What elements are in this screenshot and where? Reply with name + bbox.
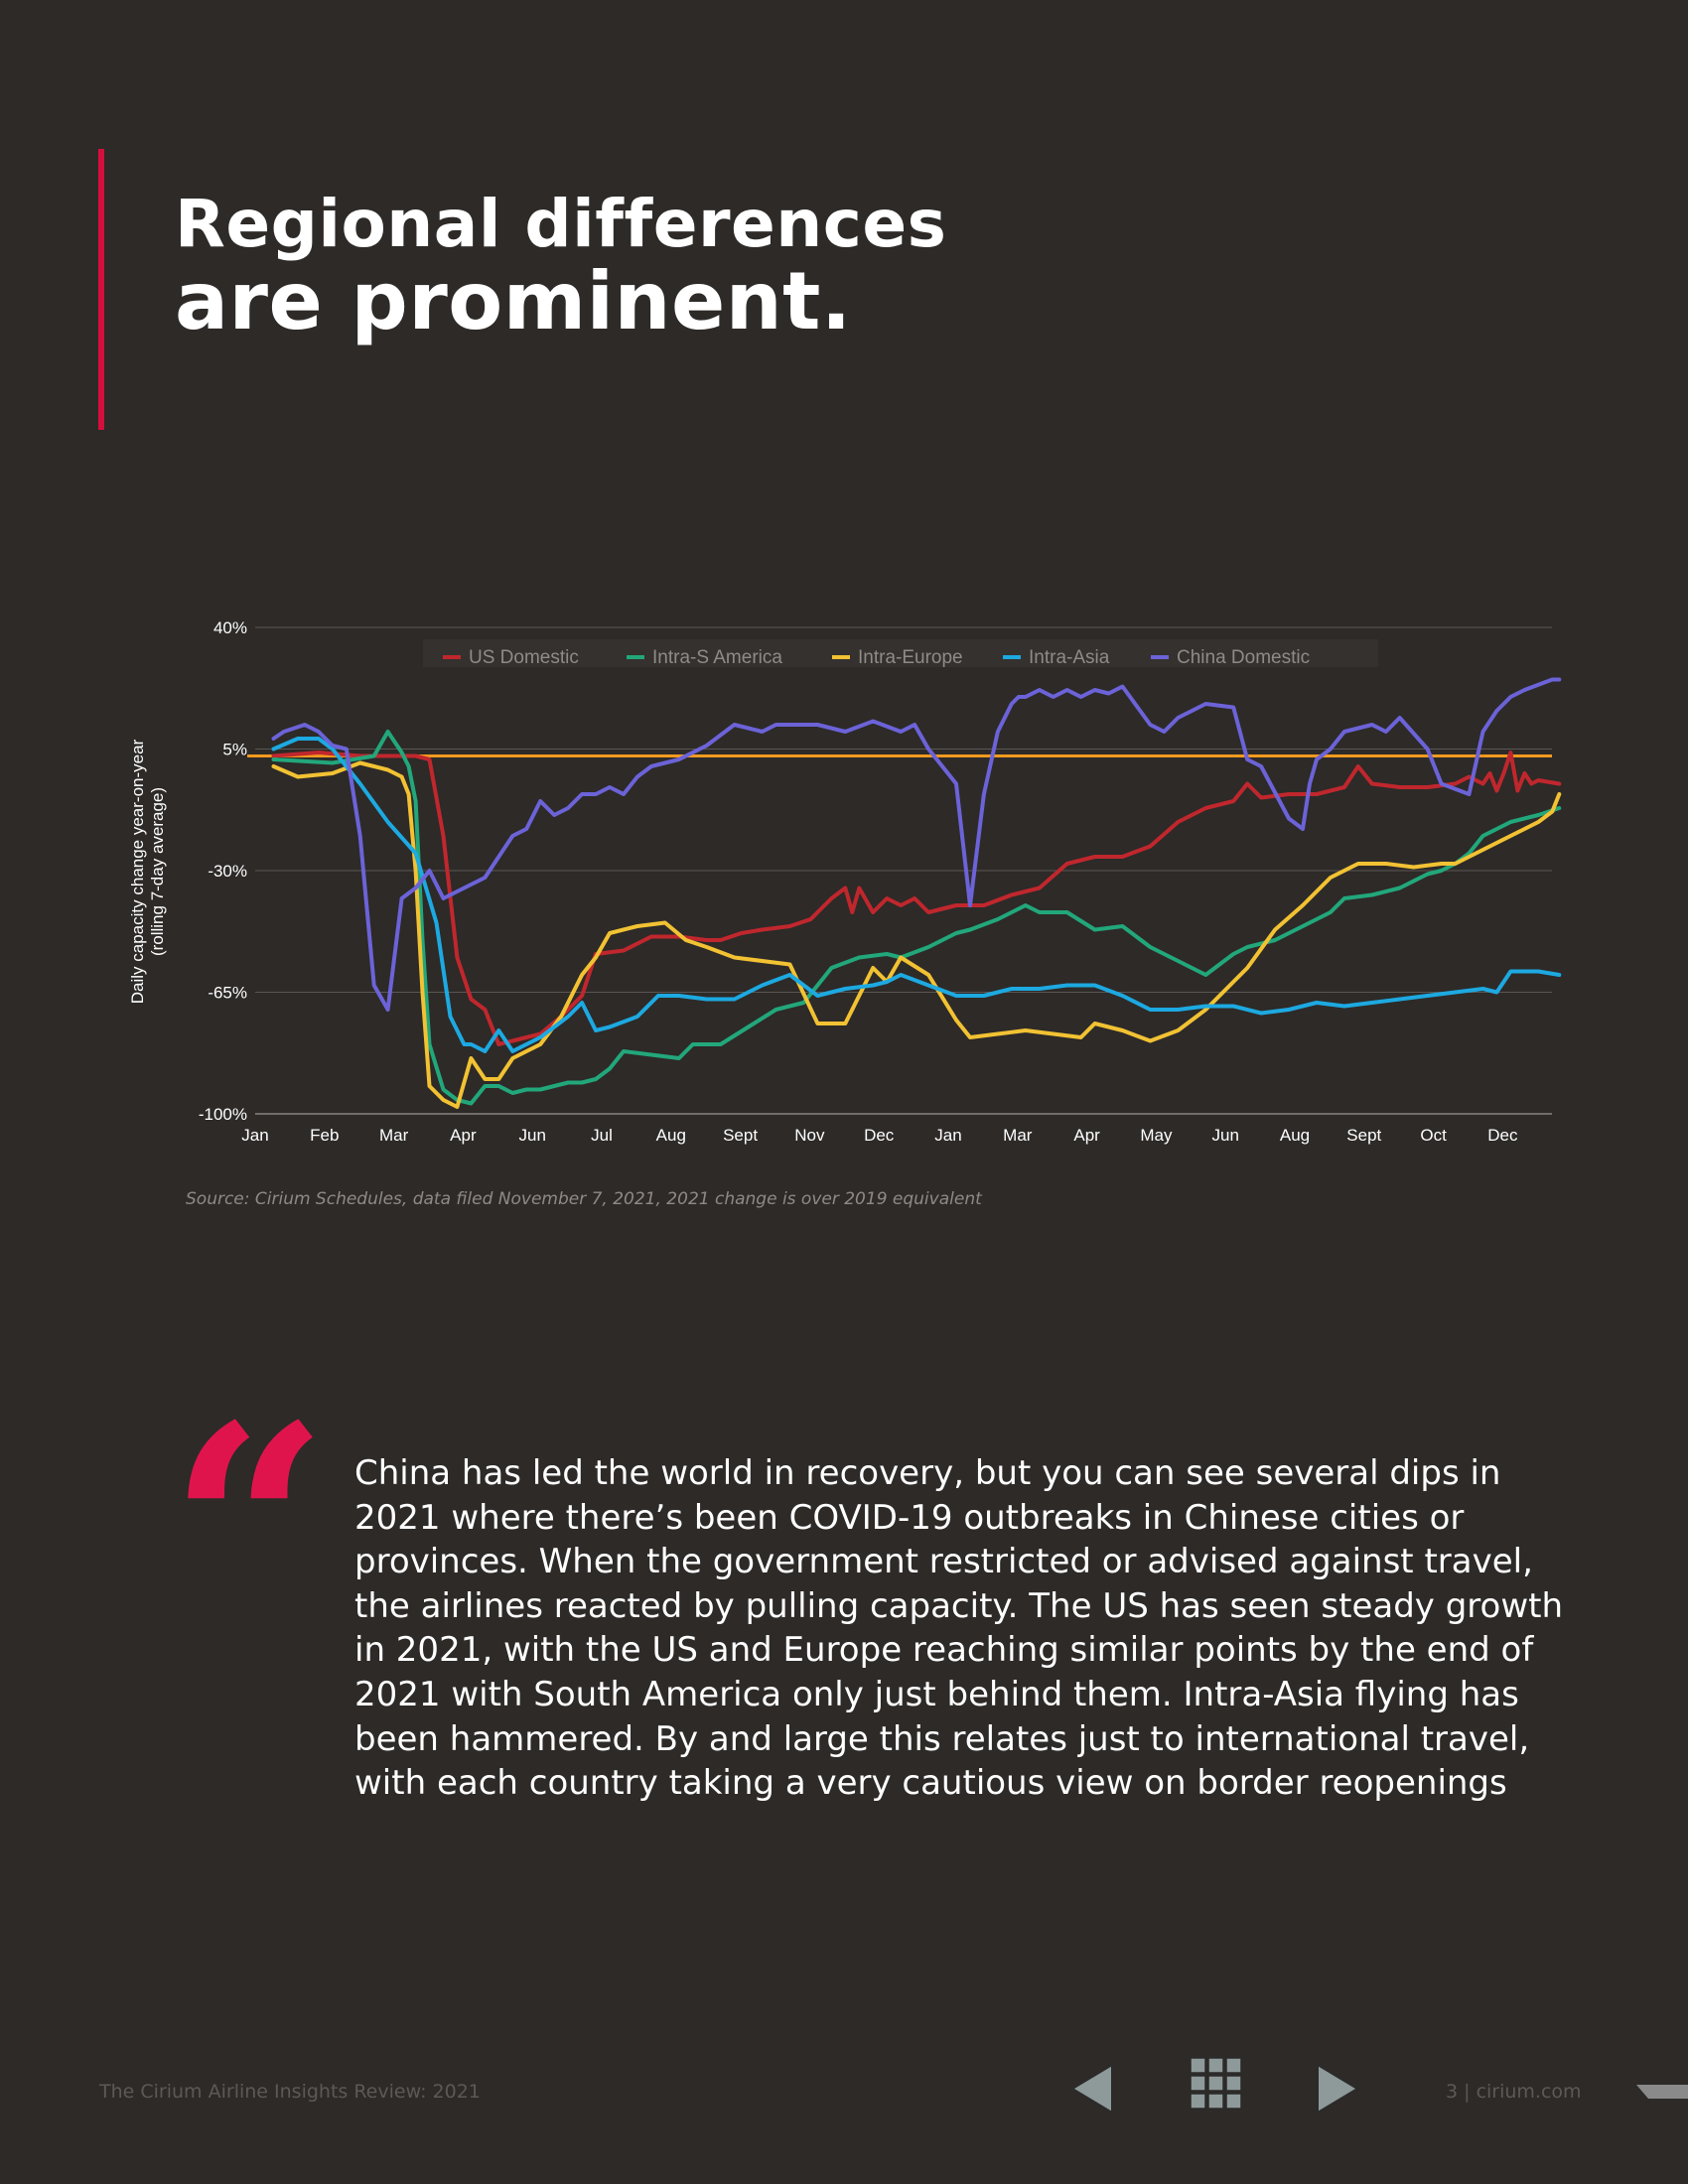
x-tick-label: Sept bbox=[1346, 1126, 1381, 1145]
legend-label: Intra-Asia bbox=[1029, 647, 1110, 668]
page-number: 3 | cirium.com bbox=[1446, 2081, 1582, 2103]
grid-icon[interactable] bbox=[1190, 2057, 1243, 2111]
y-tick-label: -65% bbox=[208, 984, 247, 1003]
x-tick-label: Oct bbox=[1420, 1126, 1447, 1145]
x-tick-label: May bbox=[1140, 1126, 1173, 1145]
x-tick-label: Aug bbox=[656, 1126, 686, 1145]
legend-label: China Domestic bbox=[1177, 647, 1310, 668]
x-tick-label: Jan bbox=[241, 1126, 268, 1145]
y-tick-label: -100% bbox=[199, 1105, 247, 1124]
page-title-line1: Regional differences bbox=[175, 186, 947, 262]
x-tick-label: Dec bbox=[1487, 1126, 1518, 1145]
triangle-right-icon[interactable] bbox=[1316, 2063, 1359, 2115]
x-tick-label: Jun bbox=[1211, 1126, 1238, 1145]
chart-axes: 40% 5% -30% -65% -100% Jan Feb Mar Apr Jun Jul Aug S… bbox=[199, 618, 1552, 1145]
capacity-line-chart: 40% 5% -30% -65% -100% Jan Feb Mar Apr Jun Jul Aug S… bbox=[128, 618, 1562, 1145]
x-tick-label: Mar bbox=[379, 1126, 409, 1145]
y-tick-label: 5% bbox=[222, 741, 247, 759]
x-tick-label: Jul bbox=[591, 1126, 613, 1145]
series-line-us-domestic bbox=[271, 751, 1562, 1046]
series-line-intra-europe bbox=[271, 760, 1562, 1109]
chart-gridlines bbox=[255, 626, 1552, 1115]
legend-label: US Domestic bbox=[469, 647, 579, 668]
title-accent-bar bbox=[98, 149, 104, 430]
quote-text: China has led the world in recovery, but… bbox=[354, 1453, 1564, 1804]
page-title: Regional differences are prominent. bbox=[175, 189, 946, 345]
legend-background bbox=[423, 639, 1378, 667]
y-axis-label-line1: Daily capacity change year-on-year bbox=[128, 739, 147, 1004]
series-line-intra-asia bbox=[271, 737, 1562, 1053]
x-tick-label: Aug bbox=[1280, 1126, 1310, 1145]
x-tick-label: Jun bbox=[518, 1126, 545, 1145]
page-title-line2: are prominent. bbox=[175, 255, 852, 348]
y-axis-label-line2: (rolling 7-day average) bbox=[148, 787, 167, 956]
y-tick-label: -30% bbox=[208, 862, 247, 881]
x-tick-label: Mar bbox=[1003, 1126, 1033, 1145]
x-tick-label: Dec bbox=[864, 1126, 895, 1145]
x-tick-label: Feb bbox=[310, 1126, 339, 1145]
legend-label: Intra-Europe bbox=[858, 647, 963, 668]
y-tick-label: 40% bbox=[213, 618, 247, 637]
series-line-china-domestic bbox=[271, 677, 1562, 1012]
corner-tab-icon bbox=[1636, 2085, 1688, 2099]
x-tick-label: Apr bbox=[450, 1126, 477, 1145]
triangle-left-icon[interactable] bbox=[1070, 2063, 1114, 2115]
x-tick-label: Sept bbox=[723, 1126, 758, 1145]
chart-series bbox=[271, 677, 1562, 1109]
chart-legend: US Domestic Intra-S America Intra-Europe In… bbox=[423, 639, 1378, 668]
quote-mark-icon: “ bbox=[169, 1365, 330, 1692]
series-line-intra-s-america bbox=[271, 730, 1562, 1106]
footer-title: The Cirium Airline Insights Review: 2021 bbox=[99, 2081, 481, 2103]
x-tick-label: Apr bbox=[1073, 1126, 1100, 1145]
chart-source-note: Source: Cirium Schedules, data filed Nov… bbox=[186, 1189, 982, 1209]
legend-label: Intra-S America bbox=[652, 647, 782, 668]
x-tick-label: Nov bbox=[794, 1126, 825, 1145]
x-tick-label: Jan bbox=[934, 1126, 961, 1145]
